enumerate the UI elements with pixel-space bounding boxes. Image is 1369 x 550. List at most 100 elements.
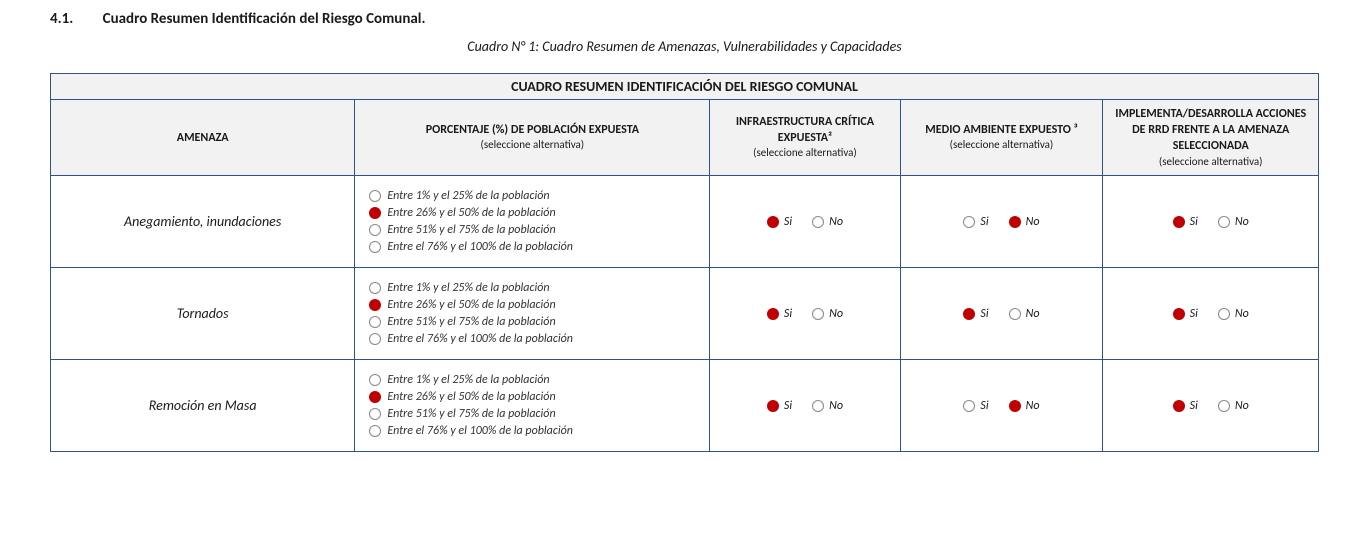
pct-option[interactable]: Entre 26% y el 50% de la población bbox=[369, 206, 695, 220]
env-no-option[interactable]: No bbox=[1009, 215, 1040, 229]
no-label: No bbox=[829, 215, 843, 229]
section-heading: 4.1. Cuadro Resumen Identificación del R… bbox=[50, 10, 1319, 28]
radio-icon[interactable] bbox=[767, 216, 779, 228]
pct-option[interactable]: Entre 1% y el 25% de la población bbox=[369, 189, 695, 203]
pct-option-label: Entre 26% y el 50% de la población bbox=[387, 298, 555, 312]
radio-icon[interactable] bbox=[812, 308, 824, 320]
radio-icon[interactable] bbox=[963, 216, 975, 228]
rrd-cell: Si No bbox=[1103, 268, 1319, 360]
pct-option[interactable]: Entre el 76% y el 100% de la población bbox=[369, 424, 695, 438]
radio-icon[interactable] bbox=[369, 316, 381, 328]
pct-option[interactable]: Entre 1% y el 25% de la población bbox=[369, 281, 695, 295]
rrd-no-option[interactable]: No bbox=[1218, 215, 1249, 229]
no-label: No bbox=[1026, 215, 1040, 229]
header-infra: INFRAESTRUCTURA CRÍTICA EXPUESTA² (selec… bbox=[710, 100, 900, 176]
infra-cell: Si No bbox=[710, 268, 900, 360]
pct-option[interactable]: Entre el 76% y el 100% de la población bbox=[369, 240, 695, 254]
no-label: No bbox=[829, 399, 843, 413]
rrd-si-option[interactable]: Si bbox=[1173, 215, 1198, 229]
rrd-si-option[interactable]: Si bbox=[1173, 307, 1198, 321]
si-label: Si bbox=[1190, 399, 1198, 413]
table-caption: Cuadro N° 1: Cuadro Resumen de Amenazas,… bbox=[50, 38, 1319, 55]
env-cell: Si No bbox=[900, 268, 1103, 360]
pct-option-label: Entre 51% y el 75% de la población bbox=[387, 315, 555, 329]
si-label: Si bbox=[784, 399, 792, 413]
pct-option[interactable]: Entre 51% y el 75% de la población bbox=[369, 315, 695, 329]
pct-option-label: Entre 26% y el 50% de la población bbox=[387, 206, 555, 220]
radio-icon[interactable] bbox=[369, 408, 381, 420]
radio-icon[interactable] bbox=[369, 299, 381, 311]
pct-option[interactable]: Entre 51% y el 75% de la población bbox=[369, 407, 695, 421]
header-rrd-main: IMPLEMENTA/DESARROLLA ACCIONES DE RRD FR… bbox=[1115, 107, 1306, 153]
header-env-main: MEDIO AMBIENTE EXPUESTO ³ bbox=[925, 123, 1077, 137]
header-rrd-sub: (seleccione alternativa) bbox=[1111, 155, 1310, 170]
infra-si-option[interactable]: Si bbox=[767, 399, 792, 413]
radio-icon[interactable] bbox=[1173, 308, 1185, 320]
radio-icon[interactable] bbox=[369, 207, 381, 219]
radio-icon[interactable] bbox=[369, 425, 381, 437]
infra-si-option[interactable]: Si bbox=[767, 307, 792, 321]
si-label: Si bbox=[784, 215, 792, 229]
table-row: Anegamiento, inundacionesEntre 1% y el 2… bbox=[51, 176, 1319, 268]
rrd-si-option[interactable]: Si bbox=[1173, 399, 1198, 413]
radio-icon[interactable] bbox=[369, 333, 381, 345]
header-pct-main: PORCENTAJE (%) DE POBLACIÓN EXPUESTA bbox=[426, 123, 639, 137]
pct-cell: Entre 1% y el 25% de la población Entre 2… bbox=[355, 176, 710, 268]
section-number: 4.1. bbox=[50, 10, 73, 28]
table-row: Remoción en MasaEntre 1% y el 25% de la … bbox=[51, 360, 1319, 452]
env-cell: Si No bbox=[900, 176, 1103, 268]
radio-icon[interactable] bbox=[369, 391, 381, 403]
radio-icon[interactable] bbox=[369, 190, 381, 202]
header-infra-main: INFRAESTRUCTURA CRÍTICA EXPUESTA² bbox=[736, 115, 874, 145]
env-si-option[interactable]: Si bbox=[963, 399, 988, 413]
pct-option[interactable]: Entre 26% y el 50% de la población bbox=[369, 298, 695, 312]
radio-icon[interactable] bbox=[963, 400, 975, 412]
no-label: No bbox=[1026, 307, 1040, 321]
radio-icon[interactable] bbox=[1173, 400, 1185, 412]
radio-icon[interactable] bbox=[369, 241, 381, 253]
radio-icon[interactable] bbox=[369, 224, 381, 236]
radio-icon[interactable] bbox=[767, 308, 779, 320]
radio-icon[interactable] bbox=[812, 400, 824, 412]
no-label: No bbox=[1235, 215, 1249, 229]
rrd-cell: Si No bbox=[1103, 360, 1319, 452]
pct-option[interactable]: Entre 1% y el 25% de la población bbox=[369, 373, 695, 387]
env-no-option[interactable]: No bbox=[1009, 307, 1040, 321]
pct-option-label: Entre 51% y el 75% de la población bbox=[387, 407, 555, 421]
radio-icon[interactable] bbox=[1009, 308, 1021, 320]
radio-icon[interactable] bbox=[1218, 308, 1230, 320]
pct-option-label: Entre el 76% y el 100% de la población bbox=[387, 424, 573, 438]
infra-si-option[interactable]: Si bbox=[767, 215, 792, 229]
pct-option[interactable]: Entre 51% y el 75% de la población bbox=[369, 223, 695, 237]
pct-option-label: Entre 26% y el 50% de la población bbox=[387, 390, 555, 404]
env-no-option[interactable]: No bbox=[1009, 399, 1040, 413]
radio-icon[interactable] bbox=[767, 400, 779, 412]
env-si-option[interactable]: Si bbox=[963, 215, 988, 229]
no-label: No bbox=[1235, 307, 1249, 321]
radio-icon[interactable] bbox=[1218, 400, 1230, 412]
rrd-no-option[interactable]: No bbox=[1218, 307, 1249, 321]
radio-icon[interactable] bbox=[369, 374, 381, 386]
si-label: Si bbox=[980, 307, 988, 321]
infra-no-option[interactable]: No bbox=[812, 215, 843, 229]
radio-icon[interactable] bbox=[963, 308, 975, 320]
infra-no-option[interactable]: No bbox=[812, 399, 843, 413]
pct-option[interactable]: Entre 26% y el 50% de la población bbox=[369, 390, 695, 404]
threat-name: Remoción en Masa bbox=[51, 360, 355, 452]
radio-icon[interactable] bbox=[1009, 400, 1021, 412]
si-label: Si bbox=[980, 215, 988, 229]
infra-no-option[interactable]: No bbox=[812, 307, 843, 321]
radio-icon[interactable] bbox=[1218, 216, 1230, 228]
radio-icon[interactable] bbox=[369, 282, 381, 294]
pct-cell: Entre 1% y el 25% de la población Entre 2… bbox=[355, 268, 710, 360]
infra-cell: Si No bbox=[710, 360, 900, 452]
pct-option[interactable]: Entre el 76% y el 100% de la población bbox=[369, 332, 695, 346]
env-si-option[interactable]: Si bbox=[963, 307, 988, 321]
radio-icon[interactable] bbox=[1009, 216, 1021, 228]
radio-icon[interactable] bbox=[812, 216, 824, 228]
threat-name: Anegamiento, inundaciones bbox=[51, 176, 355, 268]
rrd-no-option[interactable]: No bbox=[1218, 399, 1249, 413]
pct-option-label: Entre 1% y el 25% de la población bbox=[387, 373, 549, 387]
pct-cell: Entre 1% y el 25% de la población Entre 2… bbox=[355, 360, 710, 452]
radio-icon[interactable] bbox=[1173, 216, 1185, 228]
